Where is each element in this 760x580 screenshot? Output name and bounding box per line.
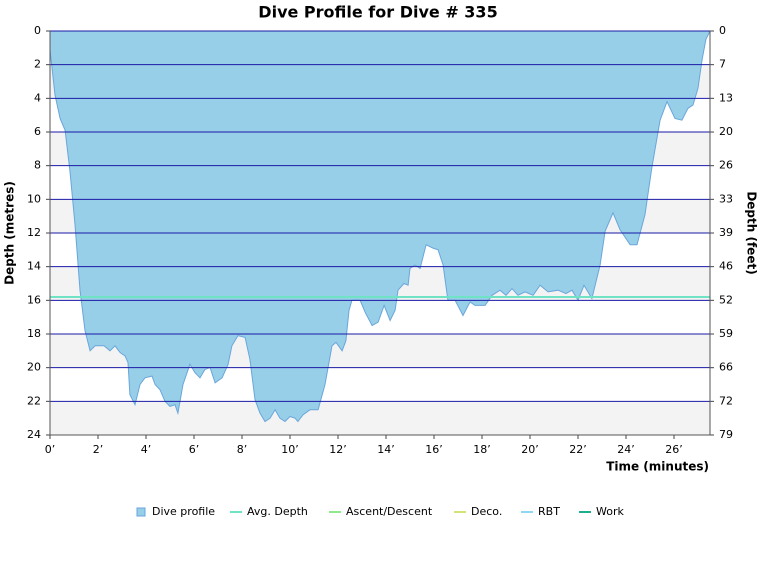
y2-tick-label: 39 — [719, 226, 733, 239]
y2-tick-label: 0 — [719, 24, 726, 37]
x-tick-label: 24’ — [617, 443, 635, 456]
y2-tick-label: 66 — [719, 361, 733, 374]
y-tick-label: 24 — [27, 428, 41, 441]
y2-tick-label: 33 — [719, 192, 733, 205]
x-axis-title: Time (minutes) — [606, 460, 709, 474]
x-tick-label: 2’ — [93, 443, 104, 456]
y2-tick-label: 20 — [719, 125, 733, 138]
y2-tick-label: 7 — [719, 58, 726, 71]
y-axis-title: Depth (metres) — [3, 181, 17, 285]
y-tick-label: 2 — [34, 58, 41, 71]
x-tick-label: 16’ — [425, 443, 443, 456]
y-tick-label: 22 — [27, 394, 41, 407]
legend-label: RBT — [538, 505, 560, 518]
legend-label: Work — [596, 505, 624, 518]
y2-tick-label: 59 — [719, 327, 733, 340]
x-tick-label: 18’ — [473, 443, 491, 456]
y-tick-label: 12 — [27, 226, 41, 239]
y-tick-label: 0 — [34, 24, 41, 37]
legend-label: Ascent/Descent — [346, 505, 433, 518]
legend-label: Dive profile — [152, 505, 215, 518]
y2-axis-title: Depth (feet) — [745, 191, 759, 274]
y2-tick-label: 79 — [719, 428, 733, 441]
x-tick-label: 14’ — [377, 443, 395, 456]
x-tick-label: 10’ — [281, 443, 299, 456]
x-tick-label: 20’ — [521, 443, 539, 456]
x-tick-label: 12’ — [329, 443, 347, 456]
y-tick-label: 6 — [34, 125, 41, 138]
y-tick-label: 10 — [27, 192, 41, 205]
y-tick-label: 18 — [27, 327, 41, 340]
y2-tick-label: 72 — [719, 394, 733, 407]
x-tick-label: 0’ — [45, 443, 56, 456]
y2-tick-label: 26 — [719, 159, 733, 172]
y-tick-label: 4 — [34, 91, 41, 104]
y-tick-label: 20 — [27, 361, 41, 374]
x-tick-label: 26’ — [665, 443, 683, 456]
chart-title: Dive Profile for Dive # 335 — [258, 3, 497, 22]
legend-label: Deco. — [471, 505, 502, 518]
y2-tick-label: 52 — [719, 293, 733, 306]
legend-label: Avg. Depth — [247, 505, 308, 518]
profile-area — [49, 30, 711, 423]
y-tick-label: 16 — [27, 293, 41, 306]
x-tick-label: 22’ — [569, 443, 587, 456]
x-tick-label: 6’ — [189, 443, 200, 456]
legend-swatch — [136, 507, 146, 517]
grid-band — [50, 401, 710, 435]
y-tick-label: 8 — [34, 159, 41, 172]
y-tick-label: 14 — [27, 260, 41, 273]
x-tick-label: 4’ — [141, 443, 152, 456]
y2-tick-label: 46 — [719, 260, 733, 273]
x-tick-label: 8’ — [237, 443, 248, 456]
y2-tick-label: 13 — [719, 91, 733, 104]
